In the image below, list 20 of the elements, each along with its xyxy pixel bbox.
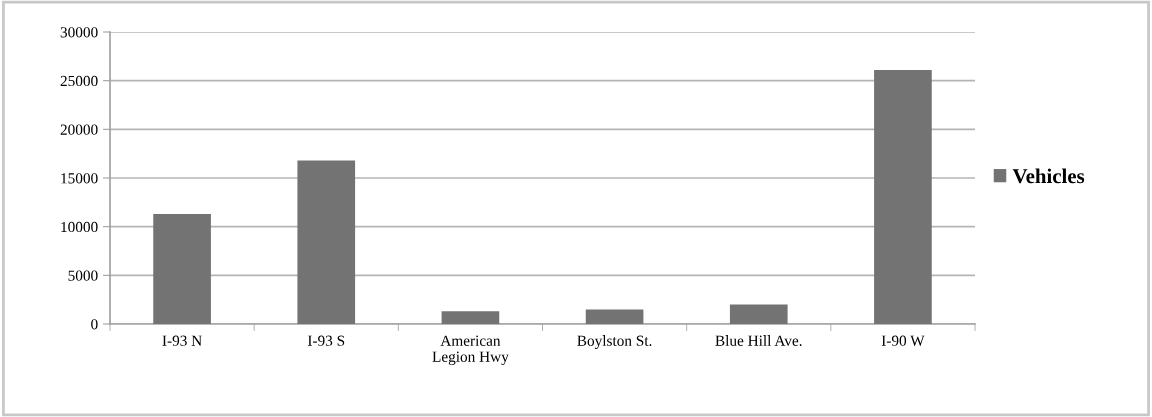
x-tick-label: Blue Hill Ave.	[715, 335, 802, 346]
bar	[153, 214, 211, 324]
y-tick-label: 5000	[68, 270, 98, 281]
bar	[297, 160, 356, 324]
bar	[441, 311, 500, 324]
y-tick-label: 25000	[60, 75, 98, 87]
x-tick-label: I-90 W	[881, 335, 925, 346]
x-tick-label: American Legion Hwy	[432, 335, 509, 365]
y-tick-label: 0	[91, 319, 98, 330]
y-tick-label: 15000	[61, 173, 98, 184]
y-tick-label: 10000	[61, 221, 98, 233]
legend-label: Vehicles	[1012, 168, 1085, 184]
y-tick-label: 30000	[60, 27, 98, 38]
bar	[874, 69, 932, 324]
y-tick-label: 20000	[60, 124, 98, 135]
bar	[585, 309, 644, 324]
x-tick-label: I-93 N	[162, 335, 202, 346]
x-tick-label: I-93 S	[307, 335, 345, 346]
bar	[729, 304, 788, 324]
x-tick-label: Boylston St.	[577, 335, 652, 350]
